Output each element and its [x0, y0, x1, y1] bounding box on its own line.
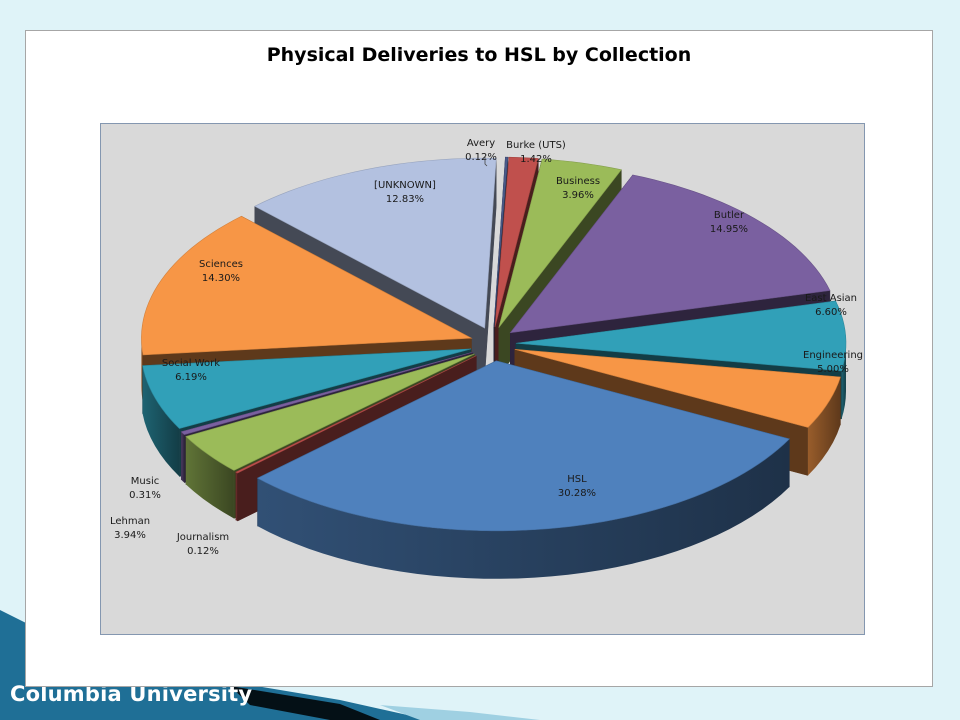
slice-value-business: 3.96%	[562, 190, 594, 201]
slice-value-journalism: 0.12%	[187, 546, 219, 557]
slice-value-sciences: 14.30%	[202, 273, 240, 284]
chart-title: Physical Deliveries to HSL by Collection	[266, 44, 692, 66]
slice-value-unknown: 12.83%	[386, 194, 424, 205]
slice-label-music: Music	[131, 476, 159, 487]
slice-label-burke-uts: Burke (UTS)	[506, 140, 566, 151]
slice-label-sciences: Sciences	[199, 259, 243, 270]
slice-value-engineering: 5.00%	[817, 364, 849, 375]
pie-chart: Avery 0.12% Burke (UTS) 1.42% Business 3.96% B…	[110, 138, 863, 579]
slice-label-butler: Butler	[714, 210, 745, 221]
slice-label-engineering: Engineering	[803, 350, 863, 361]
leader-line-avery	[484, 156, 488, 167]
slice-value-hsl: 30.28%	[558, 488, 596, 499]
slice-label-hsl: HSL	[567, 474, 587, 485]
footer-band	[0, 610, 430, 720]
footer-light-stripe	[380, 705, 540, 720]
slice-label-business: Business	[556, 176, 600, 187]
slice-value-music: 0.31%	[129, 490, 161, 501]
slice-label-unknown: [UNKNOWN]	[374, 180, 436, 191]
footer-dark-stripe	[230, 686, 380, 720]
slice-label-journalism: Journalism	[176, 532, 229, 543]
slice-label-lehman: Lehman	[110, 516, 150, 527]
slice-label-east-asian: East Asian	[805, 293, 857, 304]
plot-area: Avery 0.12% Burke (UTS) 1.42% Business 3.96% B…	[100, 123, 865, 635]
slice-value-butler: 14.95%	[710, 224, 748, 235]
slice-label-avery: Avery	[467, 138, 495, 149]
pie-slice-hsl	[256, 360, 790, 579]
slice-value-avery: 0.12%	[465, 152, 497, 163]
slice-value-social-work: 6.19%	[175, 372, 207, 383]
chart-frame: Physical Deliveries to HSL by Collection…	[25, 30, 933, 687]
slice-value-east-asian: 6.60%	[815, 307, 847, 318]
slice-value-lehman: 3.94%	[114, 530, 146, 541]
slice-label-social-work: Social Work	[162, 358, 220, 369]
slice-value-burke-uts: 1.42%	[520, 154, 552, 165]
